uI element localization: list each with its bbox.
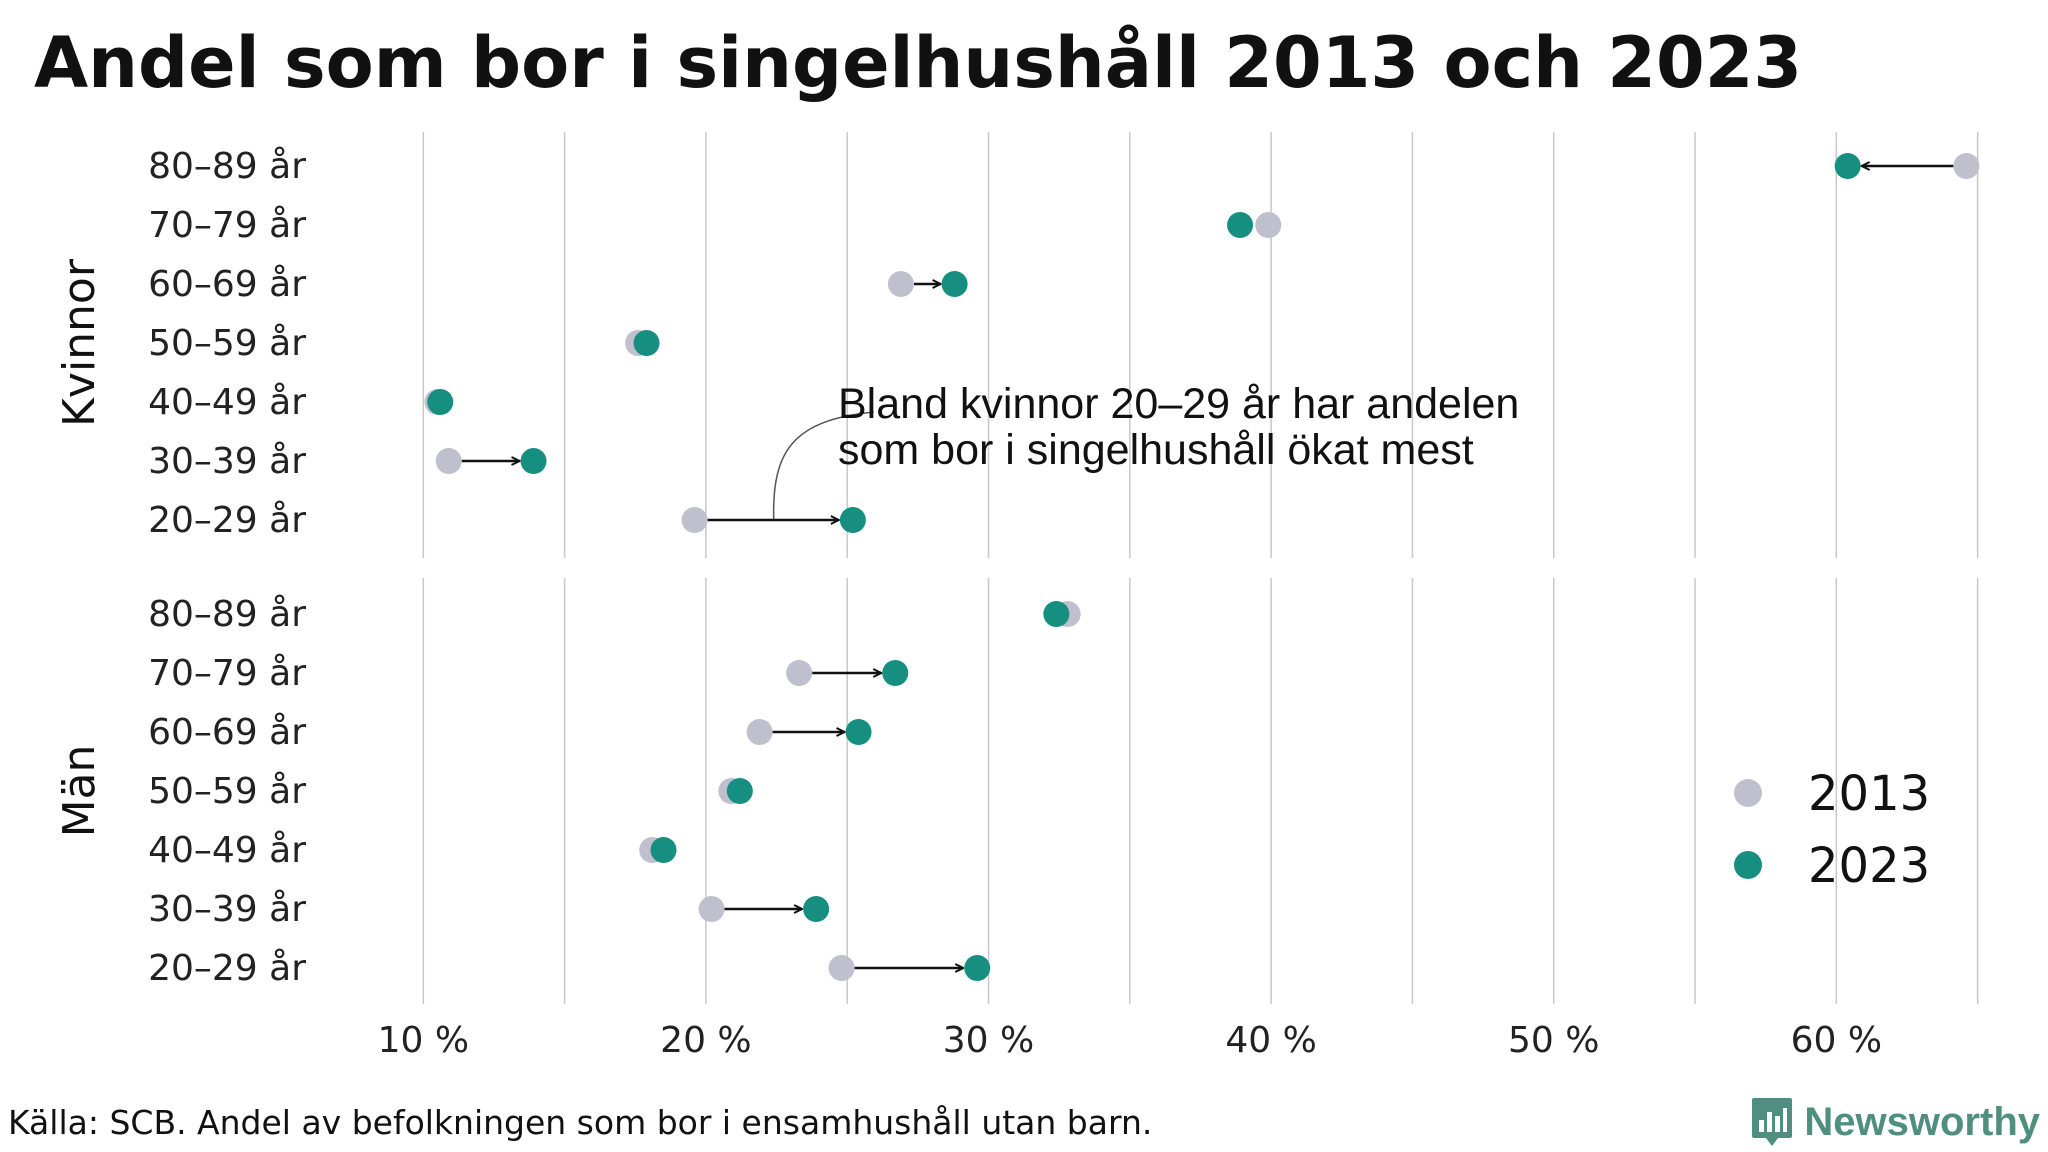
category-label: 60–69 år [148,264,306,305]
category-label: 70–79 år [148,653,306,694]
category-label: 60–69 år [148,712,306,753]
point-2013 [887,271,914,297]
legend-label: 2013 [1808,766,1930,822]
category-label: 20–29 år [148,948,306,989]
chart-title: Andel som bor i singelhushåll 2013 och 2… [34,22,1803,104]
panel-label: Kvinnor [54,258,105,427]
point-2013 [435,448,462,474]
point-2023 [650,837,677,863]
point-2013 [828,955,855,981]
category-label: 80–89 år [148,594,306,635]
source-note: Källa: SCB. Andel av befolkningen som bo… [8,1103,1153,1142]
category-label: 40–49 år [148,382,306,423]
brand-logo: Newsworthy [1750,1096,2040,1148]
point-2023 [1834,153,1861,179]
legend-label: 2023 [1808,838,1930,894]
category-label: 80–89 år [148,146,306,187]
point-2013 [746,719,773,745]
annotation-text: Bland kvinnor 20–29 år har andelen [838,380,1519,428]
x-tick-label: 50 % [1508,1020,1599,1061]
category-label: 50–59 år [148,323,306,364]
x-tick-label: 20 % [660,1020,751,1061]
x-tick-label: 60 % [1791,1020,1882,1061]
point-2023 [803,896,830,922]
legend: 2013 2023 [1734,766,1930,894]
category-label: 30–39 år [148,889,306,930]
legend-swatch [1734,779,1762,807]
legend-swatch [1734,851,1762,879]
category-label: 50–59 år [148,771,306,812]
point-2023 [964,955,991,981]
category-label: 30–39 år [148,441,306,482]
annotation-connector [772,411,874,521]
point-2023 [1043,601,1070,627]
point-2023 [633,330,660,356]
point-2013 [1255,212,1282,238]
category-labels: Kvinnor 80–89 år 70–79 år 60–69 år 50–59 år 4… [54,146,306,989]
panel-label: Män [54,745,105,838]
x-tick-label: 40 % [1225,1020,1316,1061]
data-marks [424,153,1980,981]
x-axis: 10 % 20 % 30 % 40 % 50 % 60 % [378,1020,1883,1061]
point-2023 [882,660,909,686]
point-2023 [726,778,753,804]
point-2013 [681,507,708,533]
point-2023 [1227,212,1254,238]
point-2013 [786,660,813,686]
x-tick-label: 30 % [943,1020,1034,1061]
annotation-text: som bor i singelhushåll ökat mest [838,426,1474,474]
point-2023 [941,271,968,297]
category-label: 20–29 år [148,500,306,541]
point-2023 [839,507,866,533]
category-label: 40–49 år [148,830,306,871]
category-label: 70–79 år [148,205,306,246]
point-2013 [1953,153,1980,179]
bar-chart-icon [1752,1098,1793,1146]
point-2023 [845,719,872,745]
gridlines [422,132,1979,1004]
point-2023 [427,389,454,415]
x-tick-label: 10 % [378,1020,469,1061]
point-2023 [520,448,547,474]
brand-name: Newsworthy [1804,1099,2040,1144]
point-2013 [698,896,725,922]
